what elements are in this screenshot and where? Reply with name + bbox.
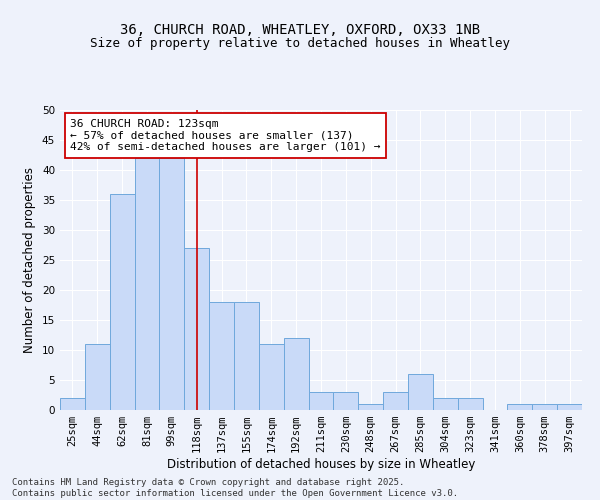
X-axis label: Distribution of detached houses by size in Wheatley: Distribution of detached houses by size … (167, 458, 475, 471)
Text: 36 CHURCH ROAD: 123sqm
← 57% of detached houses are smaller (137)
42% of semi-de: 36 CHURCH ROAD: 123sqm ← 57% of detached… (70, 119, 381, 152)
Bar (259, 344, 284, 410)
Bar (110, 194, 134, 410)
Bar (358, 404, 383, 410)
Text: Contains HM Land Registry data © Crown copyright and database right 2025.
Contai: Contains HM Land Registry data © Crown c… (12, 478, 458, 498)
Bar (458, 398, 482, 410)
Bar (85, 344, 110, 410)
Y-axis label: Number of detached properties: Number of detached properties (23, 167, 37, 353)
Bar (383, 392, 408, 410)
Bar (557, 404, 582, 410)
Bar (308, 392, 334, 410)
Bar (284, 338, 308, 410)
Text: Size of property relative to detached houses in Wheatley: Size of property relative to detached ho… (90, 38, 510, 51)
Bar (234, 302, 259, 410)
Bar (433, 398, 458, 410)
Bar (60, 398, 85, 410)
Bar (134, 158, 160, 410)
Bar (334, 392, 358, 410)
Text: 36, CHURCH ROAD, WHEATLEY, OXFORD, OX33 1NB: 36, CHURCH ROAD, WHEATLEY, OXFORD, OX33 … (120, 22, 480, 36)
Bar (184, 248, 209, 410)
Bar (408, 374, 433, 410)
Bar (532, 404, 557, 410)
Bar (160, 158, 184, 410)
Bar (209, 302, 234, 410)
Bar (508, 404, 532, 410)
